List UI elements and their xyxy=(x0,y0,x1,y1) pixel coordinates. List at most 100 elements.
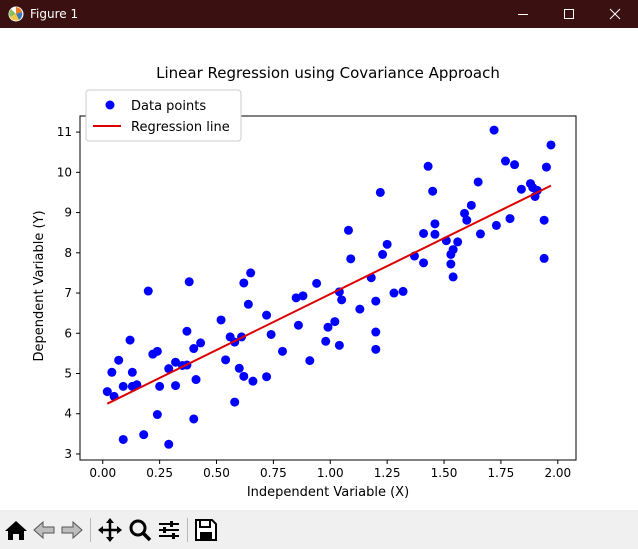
data-point xyxy=(291,293,301,303)
x-tick-label: 0.50 xyxy=(203,466,230,480)
data-point xyxy=(346,254,356,264)
window-titlebar: Figure 1 xyxy=(0,0,638,28)
data-point xyxy=(389,288,399,298)
data-point xyxy=(216,315,226,325)
configure-subplots-button[interactable] xyxy=(155,516,183,544)
data-point xyxy=(491,220,501,230)
data-point xyxy=(164,364,174,374)
y-tick-label: 10 xyxy=(57,165,72,179)
data-point xyxy=(118,381,128,391)
data-point xyxy=(262,372,272,382)
save-button[interactable] xyxy=(192,516,220,544)
data-point xyxy=(152,346,162,356)
pan-icon xyxy=(98,518,122,542)
zoom-icon xyxy=(129,519,152,542)
data-point xyxy=(114,355,124,365)
data-point xyxy=(143,286,153,296)
data-point xyxy=(182,326,192,336)
data-point xyxy=(246,268,256,278)
y-axis-ticks: 3 4 5 6 7 8 9 10 11 xyxy=(57,125,80,461)
back-arrow-icon xyxy=(33,520,55,540)
data-point xyxy=(539,215,549,225)
data-point xyxy=(184,277,194,287)
data-point xyxy=(453,237,463,247)
data-point xyxy=(337,295,347,305)
data-point xyxy=(343,225,353,235)
data-point xyxy=(323,322,333,332)
legend-entry-points: Data points xyxy=(131,99,206,114)
home-button[interactable] xyxy=(2,516,30,544)
data-point xyxy=(164,439,174,449)
data-point xyxy=(107,367,117,377)
matplotlib-icon xyxy=(8,6,24,22)
data-point xyxy=(330,317,340,327)
legend-marker-points xyxy=(105,100,115,110)
data-point xyxy=(419,258,429,268)
data-point xyxy=(505,214,515,224)
data-point xyxy=(448,272,458,282)
data-point xyxy=(262,310,272,320)
back-button[interactable] xyxy=(30,516,58,544)
x-tick-label: 1.25 xyxy=(374,466,401,480)
x-axis-ticks: 0.00 0.25 0.50 0.75 1.00 1.25 1.50 1.75 2.00 xyxy=(89,460,571,480)
y-tick-label: 9 xyxy=(64,206,72,220)
data-point xyxy=(489,125,499,135)
data-point xyxy=(293,320,303,330)
data-point xyxy=(321,336,331,346)
y-axis-label: Dependent Variable (Y) xyxy=(32,210,47,361)
y-tick-label: 3 xyxy=(64,447,72,461)
data-point xyxy=(448,245,458,255)
data-point xyxy=(446,259,456,269)
y-tick-label: 7 xyxy=(64,286,72,300)
data-point xyxy=(305,356,315,366)
toolbar-separator xyxy=(90,518,91,542)
close-button[interactable] xyxy=(592,0,638,28)
x-tick-label: 1.00 xyxy=(317,466,344,480)
maximize-button[interactable] xyxy=(546,0,592,28)
data-point xyxy=(118,434,128,444)
toolbar-separator xyxy=(187,518,188,542)
navigation-toolbar xyxy=(0,510,638,549)
data-point xyxy=(266,329,276,339)
data-point xyxy=(230,397,240,407)
data-point xyxy=(428,186,438,196)
data-point xyxy=(312,278,322,288)
zoom-button[interactable] xyxy=(126,516,154,544)
x-tick-label: 1.75 xyxy=(488,466,515,480)
data-point xyxy=(102,387,112,397)
figure-canvas: Linear Regression using Covariance Appro… xyxy=(0,28,638,510)
home-icon xyxy=(5,521,27,540)
forward-button[interactable] xyxy=(58,516,86,544)
regression-line xyxy=(106,184,552,405)
minimize-button[interactable] xyxy=(500,0,546,28)
data-point xyxy=(334,340,344,350)
data-point xyxy=(171,381,181,391)
data-point xyxy=(546,140,556,150)
x-tick-label: 0.75 xyxy=(260,466,287,480)
data-point xyxy=(127,367,137,377)
pan-button[interactable] xyxy=(96,516,124,544)
save-icon xyxy=(195,519,217,541)
data-point xyxy=(239,371,249,381)
x-tick-label: 0.25 xyxy=(146,466,173,480)
scatter-chart: Linear Regression using Covariance Appro… xyxy=(32,64,577,500)
data-point xyxy=(189,414,199,424)
x-tick-label: 2.00 xyxy=(544,466,571,480)
data-point xyxy=(430,229,440,239)
data-point xyxy=(382,239,392,249)
y-tick-label: 8 xyxy=(64,246,72,260)
y-tick-label: 5 xyxy=(64,366,72,380)
data-point xyxy=(155,381,165,391)
data-point xyxy=(466,200,476,210)
data-point xyxy=(419,228,429,238)
data-point xyxy=(398,286,408,296)
data-point xyxy=(378,249,388,259)
x-axis-label: Independent Variable (X) xyxy=(247,485,409,500)
data-point xyxy=(473,177,483,187)
data-point xyxy=(221,355,231,365)
data-point xyxy=(355,304,365,314)
y-tick-label: 11 xyxy=(57,125,72,139)
forward-arrow-icon xyxy=(61,520,83,540)
plot-frame xyxy=(79,115,577,461)
data-point xyxy=(371,344,381,354)
